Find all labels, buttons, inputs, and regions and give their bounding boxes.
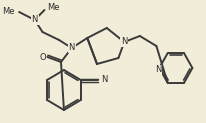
- Text: O: O: [39, 54, 46, 62]
- Text: N: N: [154, 66, 161, 75]
- Text: N: N: [101, 76, 107, 85]
- Text: Me: Me: [2, 8, 14, 16]
- Text: N: N: [31, 15, 38, 24]
- Text: Me: Me: [47, 3, 60, 13]
- Text: N: N: [121, 38, 127, 46]
- Text: N: N: [68, 44, 75, 53]
